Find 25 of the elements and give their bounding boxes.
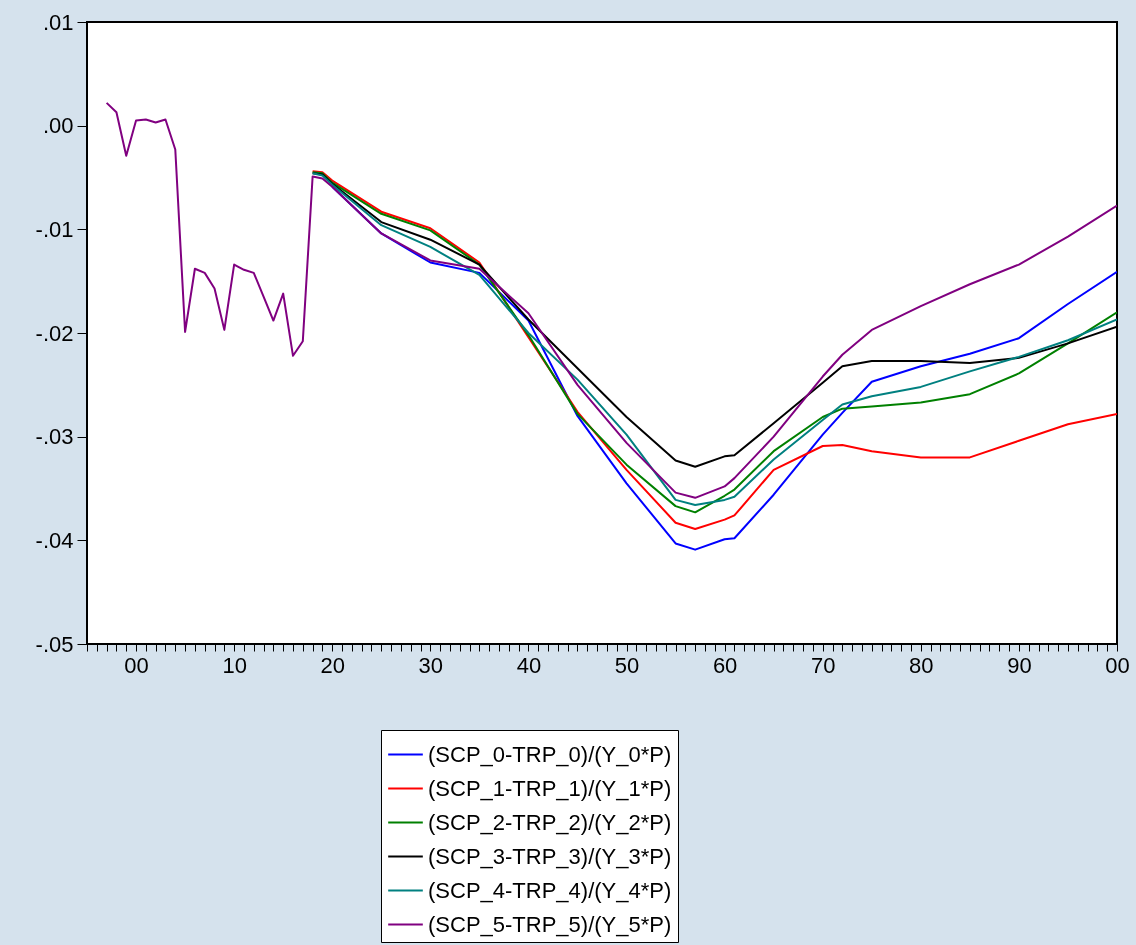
- y-tick-label: -.05: [35, 631, 74, 657]
- x-tick-label: 90: [1007, 652, 1032, 678]
- x-tick-label: 30: [418, 652, 444, 678]
- y-tick-label: -.04: [35, 527, 74, 553]
- legend-label: (SCP_5-TRP_5)/(Y_5*P): [428, 911, 672, 937]
- x-tick-label: 20: [320, 652, 345, 678]
- x-tick-label: 60: [712, 652, 738, 678]
- x-tick-label: 00: [124, 652, 149, 678]
- legend-label: (SCP_4-TRP_4)/(Y_4*P): [428, 877, 672, 903]
- y-tick-label: .01: [42, 9, 74, 35]
- y-tick-label: -.01: [35, 216, 74, 242]
- x-tick-label: 10: [222, 652, 247, 678]
- x-tick-label: 00: [1105, 652, 1130, 678]
- x-tick-label: 80: [909, 652, 934, 678]
- y-tick-label: -.02: [35, 320, 74, 346]
- legend-label: (SCP_1-TRP_1)/(Y_1*P): [428, 775, 672, 801]
- x-tick-label: 40: [516, 652, 542, 678]
- y-tick-label: -.03: [35, 424, 74, 450]
- y-tick-label: .00: [42, 113, 74, 139]
- x-tick-label: 50: [614, 652, 640, 678]
- line-series: [105, 101, 1117, 499]
- legend-label: (SCP_0-TRP_0)/(Y_0*P): [428, 741, 672, 767]
- legend-label: (SCP_3-TRP_3)/(Y_3*P): [428, 843, 672, 869]
- x-tick-label: 70: [810, 652, 836, 678]
- legend-label: (SCP_2-TRP_2)/(Y_2*P): [428, 809, 672, 835]
